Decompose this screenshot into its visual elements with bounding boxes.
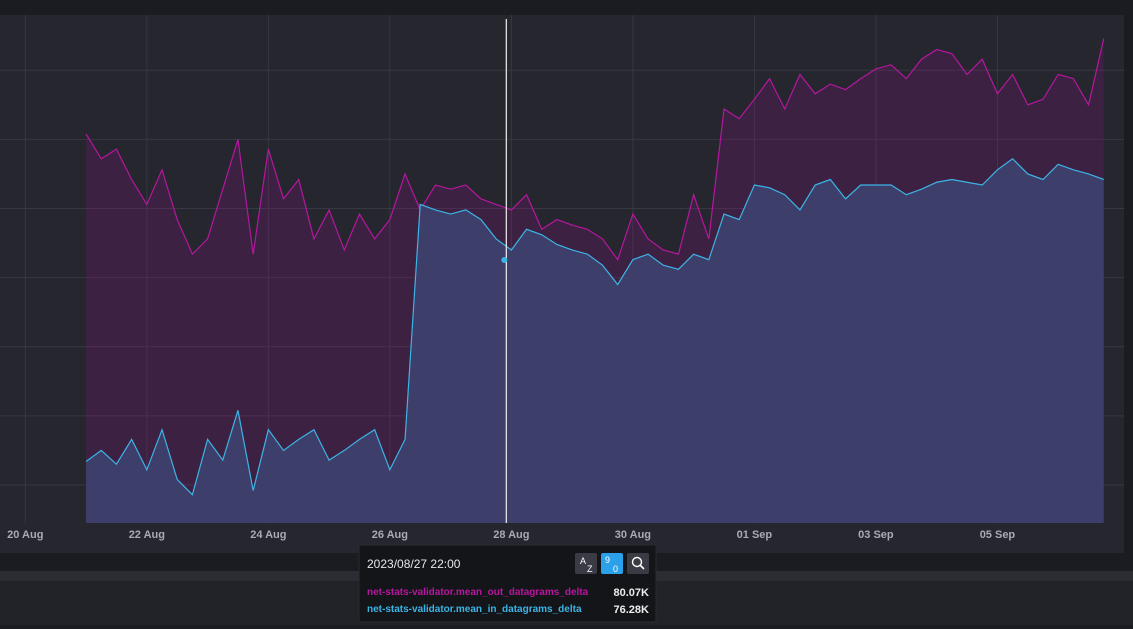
search-button[interactable] [627,553,649,574]
tooltip-series-name: net-stats-validator.mean_in_datagrams_de… [367,604,582,615]
sort-label: Z [587,564,593,574]
x-tick-label: 26 Aug [372,529,408,541]
search-icon [639,564,645,570]
sort-label: A [580,556,586,566]
x-tick-label: 20 Aug [7,529,43,541]
sort-label: 9 [605,555,610,565]
x-tick-label: 28 Aug [493,529,529,541]
series-line [85,38,1105,261]
x-tick-label: 24 Aug [250,529,286,541]
x-tick-label: 05 Sep [980,529,1016,541]
series-line [85,157,1104,496]
tooltip-value: 80.07K [614,587,650,599]
series-area [86,158,1104,523]
x-tick-label: 03 Sep [858,529,894,541]
search-icon [631,556,643,568]
tooltip-time: 2023/08/27 22:00 [367,557,461,571]
x-tick-label: 30 Aug [615,529,651,541]
sort-label: 0 [613,564,618,574]
tooltip: 2023/08/27 22:00 A Z 9 0 net-stats-valid… [358,544,657,623]
hover-point [501,256,508,263]
sort-numeric-button[interactable] [601,553,623,574]
sort-alpha-button[interactable] [575,553,597,574]
x-tick-label: 01 Sep [737,529,773,541]
plot-area: 20 Aug 22 Aug 24 Aug 26 Aug 28 Aug 30 Aug 01 S… [0,15,1124,541]
tooltip-value: 76.28K [614,604,650,616]
tooltip-series-name: net-stats-validator.mean_out_datagrams_d… [367,587,589,598]
x-tick-label: 22 Aug [129,529,165,541]
